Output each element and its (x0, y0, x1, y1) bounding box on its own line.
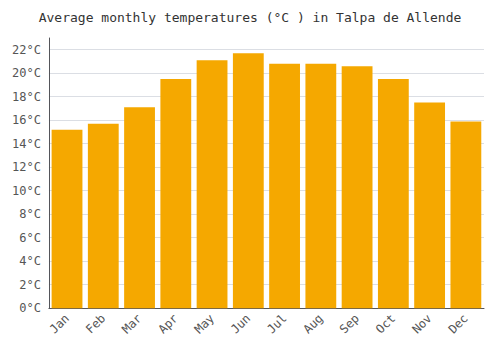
svg-text:0°C: 0°C (19, 301, 41, 315)
svg-text:16°C: 16°C (12, 113, 41, 127)
svg-text:Sep: Sep (337, 311, 362, 336)
svg-text:14°C: 14°C (12, 137, 41, 151)
svg-text:Jul: Jul (264, 311, 289, 336)
svg-text:Aug: Aug (301, 311, 326, 336)
svg-text:Jun: Jun (228, 311, 253, 336)
svg-text:2°C: 2°C (19, 278, 41, 292)
svg-text:Average monthly temperatures (: Average monthly temperatures (°C ) in Ta… (39, 10, 462, 25)
svg-text:8°C: 8°C (19, 207, 41, 221)
svg-text:22°C: 22°C (12, 43, 41, 57)
svg-text:12°C: 12°C (12, 160, 41, 174)
svg-text:Jan: Jan (47, 311, 72, 336)
svg-text:18°C: 18°C (12, 90, 41, 104)
svg-text:Oct: Oct (373, 311, 398, 336)
svg-text:10°C: 10°C (12, 184, 41, 198)
svg-text:Dec: Dec (446, 311, 471, 336)
svg-text:6°C: 6°C (19, 231, 41, 245)
svg-text:4°C: 4°C (19, 254, 41, 268)
svg-text:Nov: Nov (409, 311, 434, 336)
svg-text:Feb: Feb (83, 311, 108, 336)
svg-text:Apr: Apr (156, 311, 181, 336)
svg-text:Mar: Mar (119, 311, 144, 336)
svg-text:20°C: 20°C (12, 66, 41, 80)
svg-text:May: May (192, 311, 217, 336)
